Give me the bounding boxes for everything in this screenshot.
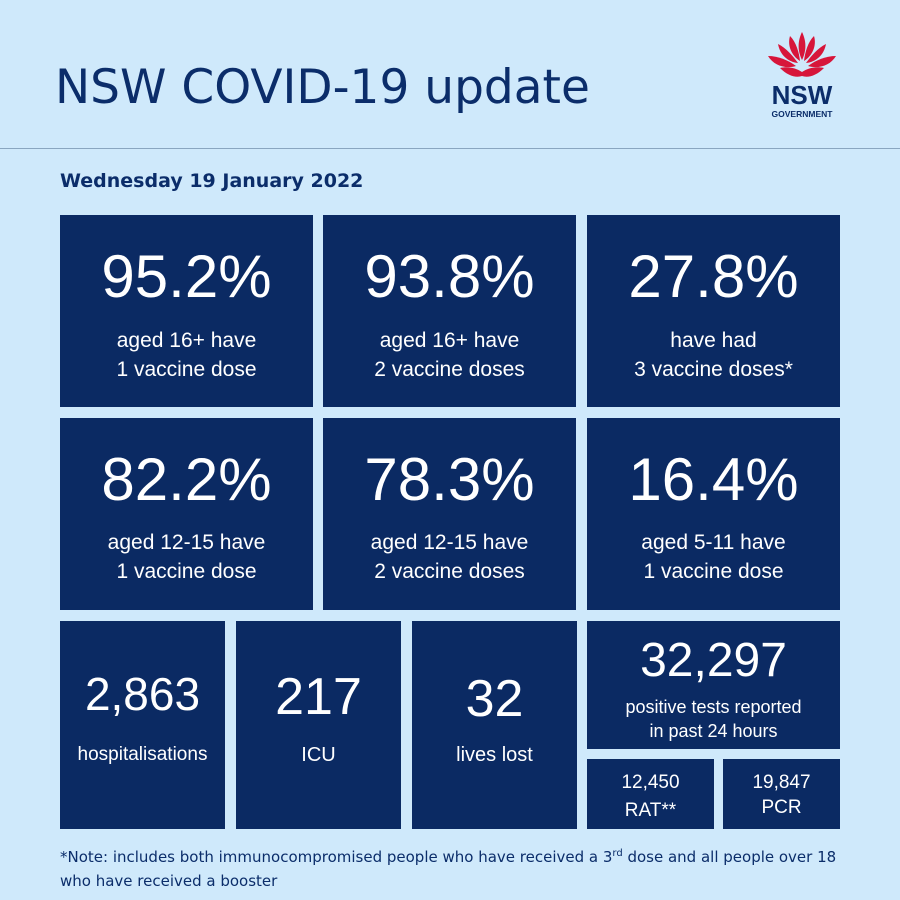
stat-label-line2: 3 vaccine doses* xyxy=(634,358,793,381)
stat-label-line1: aged 12-15 have xyxy=(370,531,529,554)
stat-label-line2: 1 vaccine dose xyxy=(116,560,257,583)
stat-value: 32 xyxy=(465,670,524,728)
footnote-text-end: dose and all people over 18 who have rec… xyxy=(60,848,837,890)
vaccine-card-5-11-dose1: 16.4% aged 5-11 have 1 vaccine dose xyxy=(587,418,840,610)
nsw-government-logo: NSW GOVERNMENT xyxy=(760,30,844,122)
stat-label-line1: have had xyxy=(670,329,757,352)
stat-value: 12,450 xyxy=(621,772,680,793)
header: NSW COVID-19 update NSW GOVERNMENT xyxy=(0,0,900,149)
pcr-card: 19,847 PCR xyxy=(723,759,840,829)
stat-label-line1: aged 12-15 have xyxy=(107,531,266,554)
stat-label: hospitalisations xyxy=(77,744,208,765)
stat-label: lives lost xyxy=(456,744,533,766)
footnote-text-start: *Note: includes both immunocompromised p… xyxy=(60,848,613,866)
stat-label-line2: 1 vaccine dose xyxy=(643,560,784,583)
footnote: *Note: includes both immunocompromised p… xyxy=(60,842,850,893)
stat-value: 217 xyxy=(275,668,362,726)
stat-label-line1: aged 16+ have xyxy=(116,329,257,352)
stat-label-line1: aged 5-11 have xyxy=(641,531,786,554)
hospitalisations-card: 2,863 hospitalisations xyxy=(60,621,225,829)
stat-value: 95.2% xyxy=(101,243,272,310)
stat-label-line2: 1 vaccine dose xyxy=(116,358,257,381)
vaccine-card-16-plus-dose1: 95.2% aged 16+ have 1 vaccine dose xyxy=(60,215,313,407)
stat-value: 78.3% xyxy=(364,446,535,513)
stat-label: ICU xyxy=(301,744,336,766)
stat-label-line2: 2 vaccine doses xyxy=(374,358,525,381)
icu-card: 217 ICU xyxy=(236,621,401,829)
stat-label: RAT** xyxy=(624,800,677,821)
rat-card: 12,450 RAT** xyxy=(587,759,714,829)
vaccine-card-dose3: 27.8% have had 3 vaccine doses* xyxy=(587,215,840,407)
stat-value: 19,847 xyxy=(752,772,811,793)
waratah-flower-icon xyxy=(768,32,836,77)
positive-tests-card: 32,297 positive tests reported in past 2… xyxy=(587,621,840,749)
vaccine-card-12-15-dose2: 78.3% aged 12-15 have 2 vaccine doses xyxy=(323,418,576,610)
stat-value: 32,297 xyxy=(640,634,787,687)
stat-label-line2: in past 24 hours xyxy=(649,721,778,741)
stat-label-line2: 2 vaccine doses xyxy=(374,560,525,583)
stat-value: 2,863 xyxy=(84,668,201,720)
lives-lost-card: 32 lives lost xyxy=(412,621,577,829)
footnote-superscript: rd xyxy=(612,848,623,859)
stat-label: PCR xyxy=(761,797,802,818)
stat-label-line1: positive tests reported xyxy=(625,697,802,717)
stat-value: 27.8% xyxy=(628,243,799,310)
report-date: Wednesday 19 January 2022 xyxy=(60,170,364,192)
stat-value: 82.2% xyxy=(101,446,272,513)
stat-value: 93.8% xyxy=(364,243,535,310)
vaccine-card-16-plus-dose2: 93.8% aged 16+ have 2 vaccine doses xyxy=(323,215,576,407)
stat-label-line1: aged 16+ have xyxy=(379,329,520,352)
stat-value: 16.4% xyxy=(628,446,799,513)
logo-government-text: GOVERNMENT xyxy=(771,109,833,119)
vaccine-card-12-15-dose1: 82.2% aged 12-15 have 1 vaccine dose xyxy=(60,418,313,610)
page-title: NSW COVID-19 update xyxy=(55,60,590,115)
logo-nsw-text: NSW xyxy=(771,80,833,110)
